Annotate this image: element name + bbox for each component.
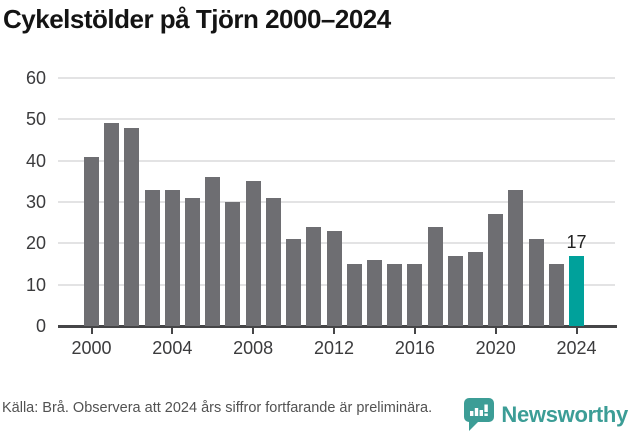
gridline-60: [58, 77, 615, 79]
newsworthy-logo: Newsworthy: [464, 398, 628, 431]
bar-2012: [326, 230, 342, 326]
bar-2021: [508, 189, 524, 326]
bar-2011: [306, 226, 322, 326]
bar-2001: [104, 123, 120, 326]
y-axis-tick-label: 50: [25, 109, 46, 130]
x-axis-tick: [413, 328, 416, 334]
y-axis-tick-label: 20: [25, 233, 46, 254]
bar-2024: [569, 255, 585, 326]
bar-2010: [286, 239, 302, 326]
bar-2017: [427, 226, 443, 326]
y-axis-tick-label: 10: [25, 274, 46, 295]
x-axis-tick: [494, 328, 497, 334]
x-axis-tick-label: 2016: [394, 338, 435, 358]
bar-2002: [124, 127, 140, 326]
bar-2015: [387, 264, 403, 326]
bar-2023: [548, 264, 564, 326]
bar-2019: [467, 251, 483, 326]
x-axis-tick: [252, 328, 255, 334]
x-axis-tick-label: 2000: [71, 338, 112, 358]
bar-2005: [185, 197, 201, 326]
chart-title: Cykelstölder på Tjörn 2000–2024: [3, 4, 391, 34]
newsworthy-speech-bubble-chart-icon: [464, 398, 495, 431]
y-axis-tick-label: 40: [25, 150, 46, 171]
bar-2006: [205, 177, 221, 326]
bar-2003: [144, 189, 160, 326]
bar-2007: [225, 202, 241, 326]
bar-2009: [265, 197, 281, 326]
bar-2013: [346, 264, 362, 326]
bar-2014: [366, 259, 382, 326]
y-axis-tick-label: 60: [25, 68, 46, 88]
gridline-30: [58, 201, 615, 203]
bar-2004: [164, 189, 180, 326]
gridline-40: [58, 159, 615, 162]
gridline-50: [58, 118, 615, 121]
bar-value-label: 17: [566, 231, 587, 252]
x-axis-tick-label: 2024: [556, 338, 597, 358]
y-axis-tick-label: 30: [25, 192, 46, 212]
newsworthy-wordmark: Newsworthy: [501, 401, 628, 427]
source-note: Källa: Brå. Observera att 2024 års siffr…: [2, 400, 433, 416]
y-axis-tick-label: 0: [35, 316, 46, 336]
bar-2008: [245, 181, 261, 326]
x-axis-tick-label: 2004: [152, 338, 193, 358]
x-axis-tick: [575, 328, 578, 334]
x-axis-tick: [171, 328, 174, 334]
x-axis-tick-label: 2008: [233, 338, 274, 358]
bar-2022: [528, 239, 544, 326]
x-axis-tick-label: 2012: [313, 338, 355, 358]
x-axis-tick: [90, 328, 93, 334]
chart-footer: Källa: Brå. Observera att 2024 års siffr…: [0, 397, 631, 439]
x-axis-line: [58, 325, 617, 328]
x-axis-tick: [333, 328, 336, 334]
bar-2020: [488, 214, 504, 326]
bar-2016: [407, 264, 423, 326]
x-axis-tick-label: 2020: [475, 338, 516, 358]
bar-2018: [447, 255, 463, 326]
bar-2000: [84, 156, 99, 326]
